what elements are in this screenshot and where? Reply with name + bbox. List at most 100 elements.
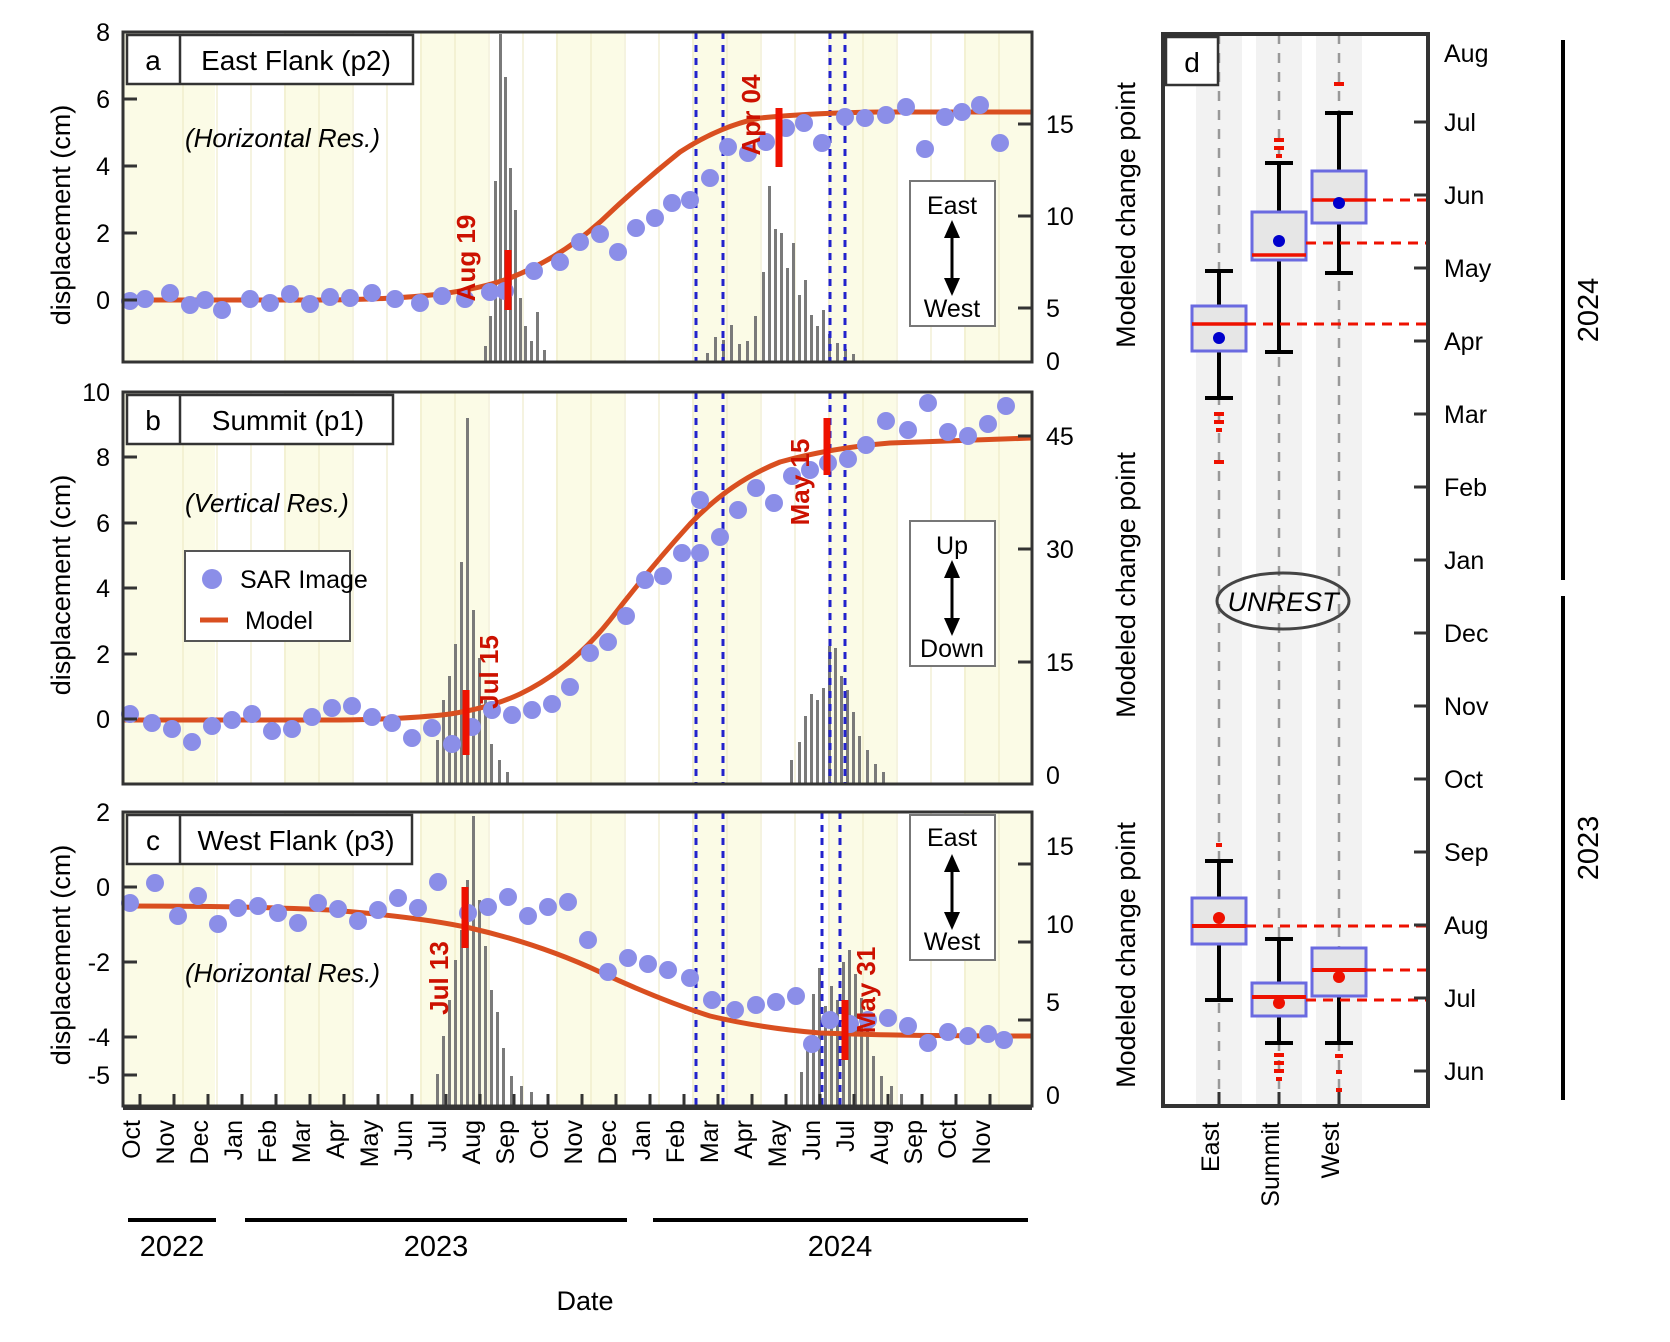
panel-c-title: West Flank (p3)	[197, 825, 394, 856]
panel-b-y2tick-0: 0	[1046, 762, 1060, 790]
panel-a-compass-bottom: West	[924, 295, 981, 323]
panel-d-box-west-2024	[1310, 82, 1368, 275]
panel-b-right-ticks	[1018, 434, 1032, 664]
unrest-label: UNREST	[1227, 587, 1341, 617]
panel-a-note: (Horizontal Res.)	[185, 123, 380, 153]
panel-c-changepoints	[461, 887, 849, 1060]
panel-a-double-arrow-icon	[944, 220, 960, 296]
panel-c-y2tick-0: 0	[1046, 1082, 1060, 1110]
panel-d-right-ticks	[1414, 120, 1428, 1073]
panel-b-note: (Vertical Res.)	[185, 488, 349, 518]
panel-a-frame	[121, 30, 1034, 364]
panel-d-frame	[1161, 32, 1430, 1108]
panel-d-outliers-west-2023	[1335, 1054, 1343, 1092]
x-axis-title: Date	[556, 1286, 613, 1316]
panel-a-y2tick-5: 5	[1046, 295, 1060, 323]
xtick-8: Jun	[390, 1120, 418, 1160]
xtick-13: Nov	[560, 1120, 588, 1165]
panel-d-box-west-2023	[1310, 946, 1368, 1092]
panel-d: UNREST d Aug Jul Jun May A	[1161, 32, 1605, 1207]
xtick-7: May	[356, 1120, 384, 1168]
panel-c-ytick-neg5: -5	[88, 1062, 110, 1090]
panel-b-y2tick-15: 15	[1046, 649, 1074, 677]
panel-d-month-jul-2023: Jul	[1444, 985, 1476, 1013]
panel-b-tag: b	[145, 405, 161, 436]
panel-b-ytick-10: 10	[82, 379, 110, 407]
panel-d-ref-lines-2023	[1246, 924, 1428, 1002]
panel-d-month-feb-2024: Feb	[1444, 474, 1487, 502]
panel-c: Jul 13 May 31 2 0 -2 -4 -5 15 10 5 0 c W…	[88, 799, 1074, 1110]
xtick-21: Jul	[832, 1120, 860, 1152]
panel-c-ytick-neg4: -4	[88, 1024, 110, 1052]
panel-c-note: (Horizontal Res.)	[185, 958, 380, 988]
panel-a-right-ticks	[1018, 122, 1032, 310]
panel-b: Jul 15 May 15 10 8 6 4 2 0 45 30 15 0 b …	[82, 379, 1074, 790]
year-label-2023: 2023	[404, 1231, 469, 1263]
xtick-17: Mar	[696, 1120, 724, 1163]
panel-a-changepoint-label-2: Apr 04	[736, 74, 766, 155]
panel-c-y2tick-10: 10	[1046, 911, 1074, 939]
legend-model-label: Model	[245, 607, 313, 635]
panel-c-y2tick-15: 15	[1046, 833, 1074, 861]
shared-x-axis: Oct Nov Dec Jan Feb Mar Apr May Jun Jul …	[118, 1094, 1032, 1316]
panel-a-sar-points	[121, 96, 1009, 319]
panel-c-left-axis-title: displacement (cm)	[46, 845, 76, 1066]
panel-b-compass-bottom: Down	[920, 635, 984, 663]
xtick-6: Apr	[322, 1120, 350, 1159]
panel-b-y2tick-30: 30	[1046, 536, 1074, 564]
panel-a-ytick-0: 0	[96, 287, 110, 315]
panel-c-right-ticks	[1018, 862, 1032, 1022]
panel-d-month-jun-2024: Jun	[1444, 182, 1484, 210]
panel-d-month-apr-2024: Apr	[1444, 328, 1483, 356]
xtick-9: Jul	[424, 1120, 452, 1152]
panel-a-y2tick-0: 0	[1046, 348, 1060, 376]
xtick-3: Jan	[220, 1120, 248, 1160]
x-axis-ticks	[138, 1094, 992, 1108]
panel-c-event-lines	[694, 812, 842, 1106]
panel-d-box-east-2024	[1190, 269, 1248, 464]
panel-d-month-aug-2024: Aug	[1444, 40, 1488, 68]
panel-a-changepoint-label-1: Aug 19	[451, 215, 481, 302]
panel-b-ytick-2: 2	[96, 641, 110, 669]
panel-d-outliers-east-2024	[1214, 412, 1224, 464]
xtick-22: Aug	[866, 1120, 894, 1164]
panel-b-ytick-8: 8	[96, 444, 110, 472]
panel-d-month-oct-2023: Oct	[1444, 766, 1483, 794]
panel-d-ref-lines-2024	[1246, 198, 1428, 326]
xtick-10: Aug	[458, 1120, 486, 1164]
xtick-11: Sep	[492, 1120, 520, 1164]
panel-b-ytick-0: 0	[96, 706, 110, 734]
xtick-0: Oct	[118, 1120, 146, 1159]
panel-c-compass-top: East	[927, 824, 977, 852]
panel-c-y2tick-5: 5	[1046, 989, 1060, 1017]
panel-d-box-east-2023	[1190, 843, 1248, 1002]
panel-a-ytick-8: 8	[96, 19, 110, 47]
xtick-20: Jun	[798, 1120, 826, 1160]
panel-c-sar-points	[121, 873, 1013, 1053]
panel-a-ytick-2: 2	[96, 220, 110, 248]
xtick-2: Dec	[186, 1120, 214, 1164]
xtick-15: Jan	[628, 1120, 656, 1160]
panel-d-tag: d	[1184, 47, 1200, 78]
panel-a-title-box	[125, 33, 415, 86]
panel-d-cat-east: East	[1197, 1122, 1225, 1172]
panel-b-y2tick-45: 45	[1046, 423, 1074, 451]
panel-d-month-aug-2023: Aug	[1444, 912, 1488, 940]
panel-a-ytick-4: 4	[96, 153, 110, 181]
panel-c-left-ticks	[123, 810, 137, 1077]
xtick-18: Apr	[730, 1120, 758, 1159]
panel-c-changepoint-label-2: May 31	[851, 947, 881, 1034]
panel-d-box-summit-2024	[1250, 138, 1308, 354]
panel-b-sar-points	[121, 394, 1015, 753]
panel-b-left-axis-title: displacement (cm)	[46, 475, 76, 696]
panel-d-month-nov-2023: Nov	[1444, 693, 1489, 721]
xtick-23: Sep	[900, 1120, 928, 1164]
panel-c-ytick-2: 2	[96, 799, 110, 827]
panel-a-compass-top: East	[927, 192, 977, 220]
panel-b-compass-top: Up	[936, 532, 968, 560]
xtick-5: Mar	[288, 1120, 316, 1163]
panel-a: Aug 19 Apr 04 8 6 4 2 0 15 10 5 0 a East…	[96, 19, 1074, 376]
legend-sar-label: SAR Image	[240, 566, 368, 594]
panel-b-changepoint-label-2: May 15	[785, 439, 815, 526]
panel-d-year-2023: 2023	[1573, 816, 1605, 881]
